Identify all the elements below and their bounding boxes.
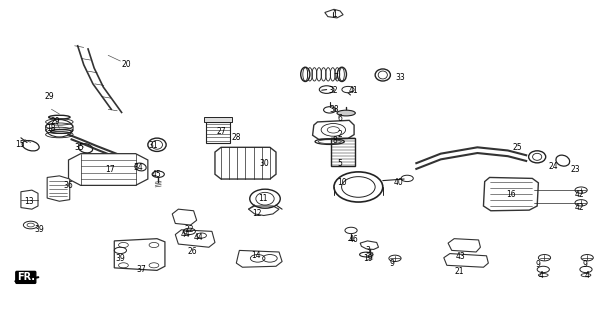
Text: 34: 34 [134, 164, 143, 172]
Text: 9: 9 [582, 260, 587, 269]
Text: 29: 29 [44, 92, 54, 101]
Text: 19: 19 [363, 254, 372, 263]
Polygon shape [248, 206, 279, 215]
Polygon shape [237, 251, 282, 267]
Text: 31: 31 [148, 141, 158, 150]
Ellipse shape [337, 110, 356, 116]
Text: 37: 37 [137, 265, 147, 274]
Text: 32: 32 [328, 86, 338, 95]
Text: 10: 10 [337, 178, 347, 187]
Text: 4: 4 [585, 271, 590, 280]
Text: 21: 21 [454, 267, 464, 276]
Text: 44: 44 [194, 233, 204, 242]
Text: 9: 9 [536, 260, 541, 269]
Text: 23: 23 [570, 165, 580, 174]
Text: 26: 26 [188, 247, 197, 257]
Polygon shape [47, 176, 70, 201]
Polygon shape [215, 147, 276, 179]
Text: 39: 39 [115, 254, 125, 263]
Polygon shape [21, 190, 38, 209]
Text: 17: 17 [105, 165, 115, 174]
Text: 27: 27 [216, 127, 226, 136]
Text: 9: 9 [389, 259, 394, 268]
Text: 46: 46 [349, 235, 359, 244]
Text: 1: 1 [332, 10, 337, 19]
Polygon shape [172, 209, 197, 225]
Text: 3: 3 [365, 246, 370, 255]
Text: 12: 12 [252, 209, 261, 219]
Polygon shape [114, 239, 165, 270]
Polygon shape [444, 253, 489, 267]
Text: 15: 15 [15, 140, 25, 148]
Text: 36: 36 [64, 181, 74, 190]
Text: 22: 22 [185, 225, 194, 234]
Text: 28: 28 [232, 133, 241, 142]
Text: 5: 5 [338, 159, 343, 168]
Text: 40: 40 [393, 178, 403, 187]
Polygon shape [325, 9, 343, 18]
Text: 42: 42 [575, 190, 585, 199]
Text: FR.: FR. [17, 272, 35, 282]
Polygon shape [69, 154, 148, 185]
Text: 45: 45 [152, 170, 162, 179]
Text: 16: 16 [506, 190, 516, 199]
Text: 39: 39 [34, 225, 44, 234]
Text: 25: 25 [512, 143, 522, 152]
Text: 8: 8 [333, 136, 338, 146]
Text: 6: 6 [338, 114, 343, 123]
Text: 2: 2 [338, 130, 343, 139]
Text: 35: 35 [75, 143, 85, 152]
Polygon shape [360, 241, 378, 250]
Text: 20: 20 [121, 60, 131, 69]
Text: 44: 44 [181, 230, 191, 239]
Polygon shape [175, 230, 215, 247]
Polygon shape [448, 239, 481, 252]
Text: 14: 14 [252, 251, 261, 260]
Bar [204, 117, 232, 122]
Text: 18: 18 [47, 124, 56, 133]
Polygon shape [484, 178, 538, 211]
Text: 7: 7 [333, 73, 338, 82]
Bar [331, 138, 356, 166]
Text: 24: 24 [549, 162, 558, 171]
Text: 29: 29 [50, 117, 60, 126]
Text: 43: 43 [455, 252, 465, 261]
Text: 38: 38 [329, 105, 339, 114]
Text: 42: 42 [575, 203, 585, 212]
Bar [206, 122, 230, 142]
Text: 13: 13 [24, 197, 34, 206]
Text: 41: 41 [349, 86, 359, 95]
Text: 4: 4 [539, 271, 544, 280]
Text: 33: 33 [395, 73, 405, 82]
Polygon shape [313, 120, 354, 140]
Text: 11: 11 [258, 194, 267, 203]
Text: 30: 30 [259, 159, 268, 168]
